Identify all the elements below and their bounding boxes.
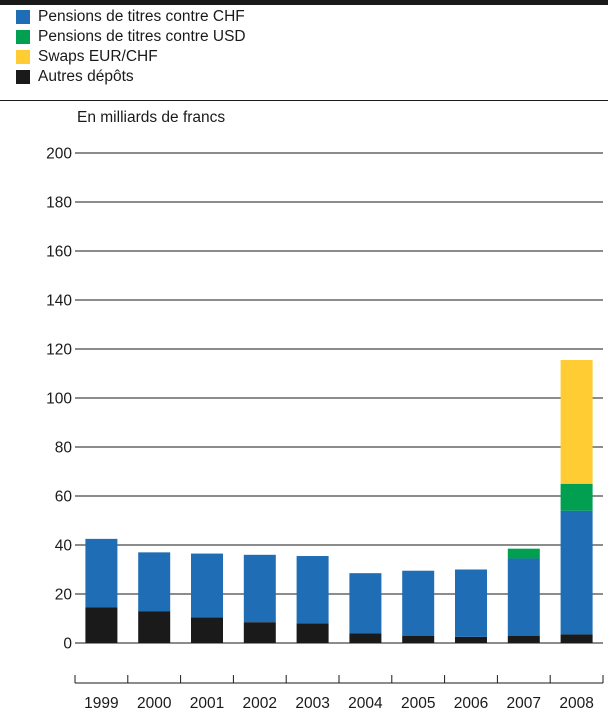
y-tick-label-140: 140 (46, 293, 72, 310)
bar-segment-2003-pensions-de-titres-contre-chf (296, 556, 329, 624)
y-tick-label-120: 120 (46, 342, 72, 359)
x-tick-label-2008: 2008 (559, 695, 593, 712)
legend-swatch-other-deposits (16, 70, 30, 84)
x-tick-label-2003: 2003 (295, 695, 329, 712)
legend-swatch-usd-repo (16, 30, 30, 44)
y-tick-label-20: 20 (55, 587, 73, 604)
bar-segment-2008-swaps-eur-chf (560, 360, 593, 484)
legend-item: Autres dépôts (16, 67, 246, 87)
legend-label-chf-repo: Pensions de titres contre CHF (38, 8, 245, 25)
bar-segment-2001-pensions-de-titres-contre-chf (191, 553, 223, 618)
legend-item: Pensions de titres contre CHF (16, 7, 246, 27)
legend-swatch-chf-repo (16, 10, 30, 24)
bar-segment-2006-autres-d-p-ts (455, 636, 487, 643)
bar-segment-2003-autres-d-p-ts (296, 623, 329, 643)
bar-segment-2004-pensions-de-titres-contre-chf (349, 573, 382, 634)
y-tick-label-160: 160 (46, 244, 72, 261)
bar-segment-2007-pensions-de-titres-contre-chf (507, 558, 540, 636)
y-tick-label-180: 180 (46, 195, 72, 212)
y-tick-label-0: 0 (63, 636, 72, 653)
bar-segment-2002-pensions-de-titres-contre-chf (243, 554, 276, 623)
legend-item: Swaps EUR/CHF (16, 47, 246, 67)
bar-segment-2001-autres-d-p-ts (191, 617, 223, 643)
bar-segment-2008-pensions-de-titres-contre-usd (560, 483, 593, 511)
legend-label-other-deposits: Autres dépôts (38, 68, 134, 85)
bar-segment-2008-pensions-de-titres-contre-chf (560, 510, 593, 635)
x-tick-label-2005: 2005 (401, 695, 435, 712)
bar-segment-1999-autres-d-p-ts (85, 607, 118, 643)
bar-segment-2002-autres-d-p-ts (243, 622, 276, 643)
y-tick-label-100: 100 (46, 391, 72, 408)
bar-segment-2005-autres-d-p-ts (402, 635, 435, 643)
legend-swatch-fx-swaps (16, 50, 30, 64)
y-tick-label-60: 60 (55, 489, 73, 506)
bar-segment-2000-autres-d-p-ts (138, 611, 171, 643)
top-rule (0, 0, 608, 5)
bar-segment-2000-pensions-de-titres-contre-chf (138, 552, 171, 612)
x-tick-label-2001: 2001 (190, 695, 224, 712)
y-tick-label-80: 80 (55, 440, 73, 457)
bar-segment-1999-pensions-de-titres-contre-chf (85, 538, 118, 608)
legend-item: Pensions de titres contre USD (16, 27, 246, 47)
x-tick-label-2006: 2006 (454, 695, 488, 712)
x-tick-label-2007: 2007 (507, 695, 541, 712)
x-tick-label-2002: 2002 (243, 695, 277, 712)
y-axis-unit-label: En milliards de francs (77, 109, 226, 126)
x-tick-label-2004: 2004 (348, 695, 383, 712)
legend-label-fx-swaps: Swaps EUR/CHF (38, 48, 158, 65)
bar-segment-2008-autres-d-p-ts (560, 634, 593, 643)
bar-segment-2006-pensions-de-titres-contre-chf (455, 569, 487, 637)
legend: Pensions de titres contre CHF Pensions d… (16, 7, 246, 87)
x-tick-label-1999: 1999 (84, 695, 118, 712)
bar-segment-2004-autres-d-p-ts (349, 633, 382, 643)
legend-label-usd-repo: Pensions de titres contre USD (38, 28, 246, 45)
y-tick-label-200: 200 (46, 146, 72, 163)
legend-divider (0, 100, 608, 101)
bar-segment-2007-pensions-de-titres-contre-usd (507, 548, 540, 559)
x-tick-label-2000: 2000 (137, 695, 172, 712)
bar-segment-2007-autres-d-p-ts (507, 635, 540, 643)
bar-segment-2005-pensions-de-titres-contre-chf (402, 570, 435, 636)
y-tick-label-40: 40 (55, 538, 73, 555)
